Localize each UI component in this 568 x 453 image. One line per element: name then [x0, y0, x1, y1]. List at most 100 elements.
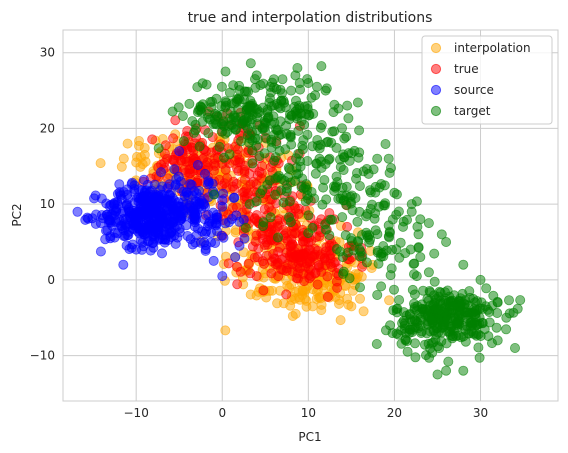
data-point-source	[131, 244, 142, 255]
data-point-true	[319, 253, 330, 264]
data-point-source	[169, 164, 180, 175]
data-point-target	[393, 206, 404, 217]
data-point-target	[354, 180, 365, 191]
data-point-target	[383, 153, 394, 164]
data-point-target	[354, 125, 365, 136]
data-point-target	[447, 330, 458, 341]
data-point-target	[338, 151, 349, 162]
data-point-target	[303, 210, 314, 221]
data-point-target	[371, 338, 382, 349]
data-point-target	[203, 128, 214, 139]
data-point-true	[235, 266, 246, 277]
data-point-target	[254, 107, 265, 118]
data-point-target	[479, 324, 490, 335]
data-point-target	[492, 297, 503, 308]
data-point-source	[234, 240, 245, 251]
x-tick-label: 20	[387, 406, 402, 420]
data-point-interpolation	[133, 135, 144, 146]
data-point-interpolation	[116, 161, 127, 172]
data-point-target	[188, 127, 199, 138]
data-point-target	[178, 136, 189, 147]
data-point-target	[362, 232, 373, 243]
data-point-true	[342, 221, 353, 232]
data-point-target	[343, 113, 354, 124]
data-point-target	[194, 141, 205, 152]
data-point-source	[142, 210, 153, 221]
data-point-true	[273, 271, 284, 282]
data-point-true	[243, 258, 254, 269]
data-point-source	[101, 198, 112, 209]
data-point-source	[138, 174, 149, 185]
data-point-target	[310, 90, 321, 101]
data-point-target	[396, 338, 407, 349]
data-point-target	[491, 322, 502, 333]
data-point-interpolation	[354, 293, 365, 304]
data-point-target	[293, 168, 304, 179]
data-point-target	[443, 356, 454, 367]
data-point-target	[302, 155, 313, 166]
data-point-target	[473, 342, 484, 353]
data-point-true	[270, 253, 281, 264]
data-point-target	[411, 271, 422, 282]
y-axis-label: PC2	[10, 203, 24, 226]
data-point-target	[207, 96, 218, 107]
data-point-target	[268, 74, 279, 85]
data-point-target	[492, 335, 503, 346]
data-point-true	[289, 253, 300, 264]
data-point-true	[322, 271, 333, 282]
series-target	[153, 58, 526, 380]
data-point-true	[312, 279, 323, 290]
data-point-target	[303, 110, 314, 121]
data-point-source	[182, 230, 193, 241]
data-point-target	[380, 138, 391, 149]
data-point-target	[297, 140, 308, 151]
data-point-target	[405, 314, 416, 325]
data-point-target	[441, 365, 452, 376]
data-point-target	[281, 120, 292, 131]
data-point-target	[278, 197, 289, 208]
data-point-target	[515, 295, 526, 306]
data-point-target	[240, 222, 251, 233]
data-point-target	[331, 142, 342, 153]
data-point-true	[280, 228, 291, 239]
data-point-target	[352, 216, 363, 227]
data-point-target	[394, 294, 405, 305]
data-point-interpolation	[342, 293, 353, 304]
data-point-true	[232, 279, 243, 290]
data-point-source	[217, 195, 228, 206]
data-point-target	[374, 182, 385, 193]
data-point-source	[105, 233, 116, 244]
data-point-target	[309, 193, 320, 204]
data-point-true	[168, 133, 179, 144]
y-tick-label: 20	[40, 121, 55, 135]
data-point-target	[385, 320, 396, 331]
data-point-true	[310, 232, 321, 243]
data-point-source	[173, 197, 184, 208]
data-point-target	[399, 320, 410, 331]
data-point-target	[440, 295, 451, 306]
data-point-true	[257, 256, 268, 267]
data-point-source	[173, 171, 184, 182]
data-point-target	[173, 102, 184, 113]
data-point-source	[118, 231, 129, 242]
y-tick-label: 30	[40, 46, 55, 60]
data-point-target	[192, 82, 203, 93]
data-point-true	[181, 156, 192, 167]
data-point-target	[247, 145, 258, 156]
data-point-target	[415, 252, 426, 263]
data-point-target	[386, 263, 397, 274]
data-point-target	[224, 87, 235, 98]
data-point-source	[156, 248, 167, 259]
data-point-interpolation	[230, 227, 241, 238]
x-tick-label: 10	[301, 406, 316, 420]
data-point-source	[115, 190, 126, 201]
data-point-target	[314, 143, 325, 154]
data-point-target	[276, 185, 287, 196]
data-point-target	[333, 193, 344, 204]
data-point-source	[161, 205, 172, 216]
data-point-target	[257, 221, 268, 232]
data-point-interpolation	[282, 280, 293, 291]
data-point-source	[190, 237, 201, 248]
data-point-target	[296, 182, 307, 193]
data-point-target	[397, 221, 408, 232]
